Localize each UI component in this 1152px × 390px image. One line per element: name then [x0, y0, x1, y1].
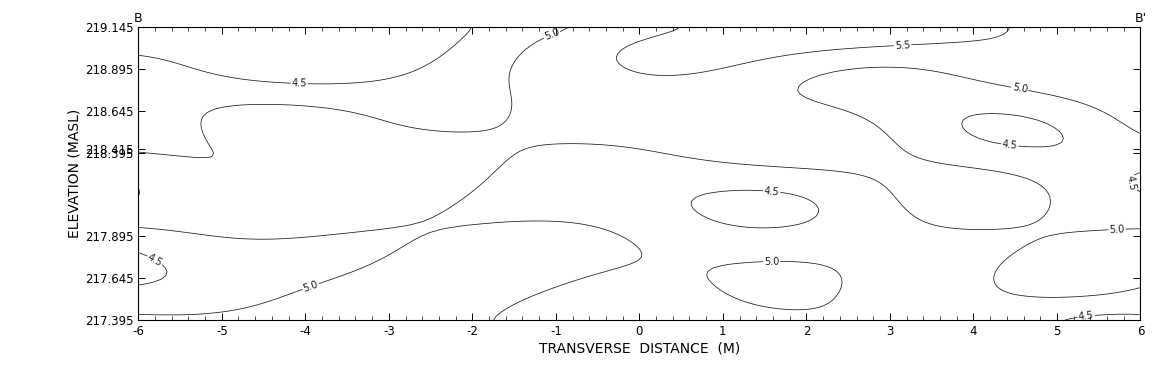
Text: 5.0: 5.0 [543, 27, 561, 42]
Text: 5.0: 5.0 [764, 256, 780, 267]
Text: 4.5: 4.5 [1078, 310, 1094, 322]
Text: 5.0: 5.0 [1011, 83, 1029, 95]
Text: 5.0: 5.0 [1109, 224, 1124, 235]
Text: B: B [134, 12, 143, 25]
Text: B': B' [1135, 12, 1146, 25]
X-axis label: TRANSVERSE  DISTANCE  (M): TRANSVERSE DISTANCE (M) [539, 342, 740, 356]
Text: 4.5: 4.5 [291, 78, 306, 89]
Text: 4.5: 4.5 [764, 186, 780, 197]
Text: 4.5: 4.5 [1001, 139, 1018, 151]
Text: 4.5: 4.5 [1126, 174, 1138, 191]
Text: 5.0: 5.0 [302, 279, 320, 294]
Y-axis label: ELEVATION (MASL): ELEVATION (MASL) [68, 109, 82, 238]
Text: 4.5: 4.5 [146, 252, 164, 268]
Text: 5.5: 5.5 [894, 40, 910, 51]
